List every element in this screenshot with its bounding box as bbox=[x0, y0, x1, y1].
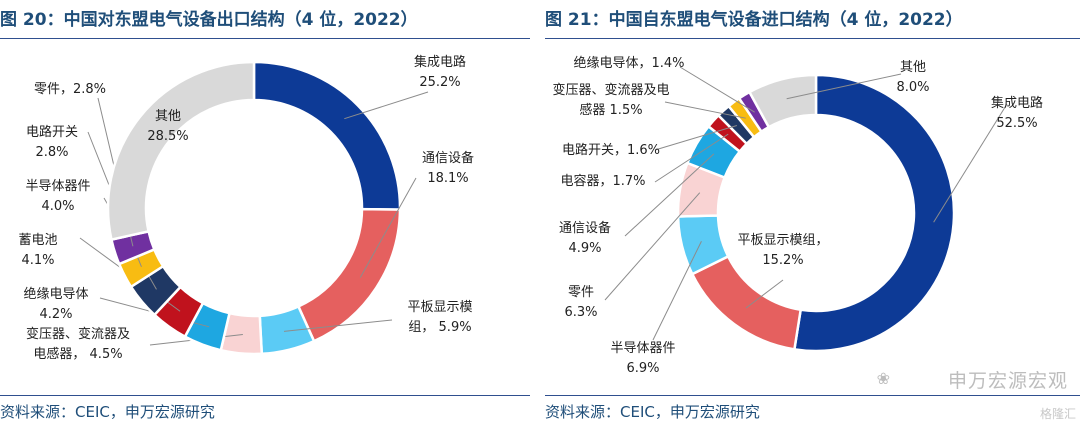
data-label-line: 半导体器件 bbox=[610, 341, 675, 356]
chart-panel-export: 图 20：中国对东盟电气设备出口结构（4 位，2022） 集成电路 25.2% 通信… bbox=[0, 0, 530, 432]
source-note: 资料来源：CEIC，申万宏源研究 bbox=[0, 403, 215, 421]
data-label-line: 28.5% bbox=[147, 129, 188, 144]
data-label-line: 绝缘电导体，1.4% bbox=[573, 55, 684, 71]
data-label-line: 其他 bbox=[900, 60, 926, 75]
source-rule bbox=[0, 395, 530, 396]
donut-chart-export: 集成电路 25.2% 通信设备 18.1% 平板显示模组， 5.9% 变压器、变流器及电感… bbox=[18, 54, 474, 362]
data-label-line: 通信设备 bbox=[559, 220, 611, 236]
data-label-line: 组， 5.9% bbox=[408, 320, 471, 335]
leader-line bbox=[786, 73, 902, 100]
data-label-line: 2.8% bbox=[35, 145, 68, 160]
data-label: 半导体器件 6.9% bbox=[610, 341, 675, 376]
data-label-line: 零件，2.8% bbox=[34, 82, 106, 97]
data-label: 平板显示模组， 15.2% bbox=[737, 233, 828, 268]
data-label-line: 变压器、变流器及 bbox=[26, 326, 130, 342]
data-label: 绝缘电导体 4.2% bbox=[23, 286, 88, 322]
data-label-line: 电感器， 4.5% bbox=[33, 346, 122, 362]
data-label: 电容器，1.7% bbox=[560, 173, 645, 189]
data-label: 其他 8.0% bbox=[896, 60, 929, 95]
data-label-line: 半导体器件 bbox=[25, 179, 90, 194]
corner-logo: 格隆汇 bbox=[1039, 407, 1076, 421]
data-label-line: 感器 1.5% bbox=[579, 102, 642, 118]
leader-line bbox=[359, 177, 417, 278]
data-label: 零件 6.3% bbox=[564, 285, 597, 320]
data-label-line: 25.2% bbox=[419, 75, 460, 90]
watermark: 申万宏源宏观 bbox=[947, 370, 1068, 392]
data-label-line: 6.3% bbox=[564, 305, 597, 320]
donut-slice bbox=[690, 254, 803, 351]
source-rule bbox=[545, 395, 1080, 396]
data-label: 电路开关，1.6% bbox=[562, 142, 660, 158]
leader-line bbox=[654, 133, 729, 183]
data-label: 变压器、变流器及电感器， 4.5% bbox=[26, 326, 130, 362]
data-label-line: 电容器，1.7% bbox=[560, 173, 645, 189]
chart-title: 图 21：中国自东盟电气设备进口结构（4 位，2022） bbox=[545, 10, 963, 30]
data-label-line: 4.0% bbox=[41, 199, 74, 214]
data-label: 变压器、变流器及电感器 1.5% bbox=[552, 82, 669, 118]
donut-slice bbox=[252, 60, 402, 211]
data-label-line: 8.0% bbox=[896, 80, 929, 95]
donut-slice bbox=[296, 207, 402, 343]
leader-line bbox=[679, 66, 755, 113]
data-label-line: 电路开关，1.6% bbox=[562, 142, 660, 158]
leader-line bbox=[604, 192, 701, 301]
data-label-line: 4.2% bbox=[39, 307, 72, 322]
data-label-line: 变压器、变流器及电 bbox=[552, 82, 669, 98]
data-label: 蓄电池 4.1% bbox=[18, 233, 57, 268]
leader-line bbox=[664, 101, 746, 119]
data-label-line: 4.1% bbox=[21, 253, 54, 268]
data-label-line: 集成电路 bbox=[991, 95, 1043, 111]
data-label-line: 52.5% bbox=[996, 116, 1037, 131]
data-label-line: 绝缘电导体 bbox=[23, 286, 88, 302]
data-label: 电路开关 2.8% bbox=[26, 124, 78, 160]
data-label-line: 15.2% bbox=[762, 253, 803, 268]
data-label-line: 零件 bbox=[568, 285, 594, 300]
donut-slice bbox=[792, 73, 956, 353]
data-label: 零件，2.8% bbox=[34, 82, 106, 97]
data-label: 集成电路 25.2% bbox=[414, 54, 466, 90]
leader-line bbox=[933, 103, 1008, 223]
title-rule bbox=[545, 38, 1080, 39]
data-label-line: 平板显示模 bbox=[407, 300, 472, 315]
data-label-line: 其他 bbox=[155, 109, 181, 124]
wechat-icon: ❀ bbox=[876, 369, 890, 388]
data-label-line: 4.9% bbox=[568, 241, 601, 256]
data-label-line: 电路开关 bbox=[26, 124, 78, 140]
donut-chart-import: 集成电路 52.5% 平板显示模组， 15.2% 半导体器件 6.9% 零件 6.3% 通信设备… bbox=[552, 55, 1043, 376]
data-label: 通信设备 18.1% bbox=[422, 150, 474, 186]
chart-panel-import: 图 21：中国自东盟电气设备进口结构（4 位，2022） 集成电路 52.5% 平板… bbox=[545, 0, 1080, 432]
leader-line bbox=[344, 91, 429, 120]
data-label-line: 平板显示模组， bbox=[737, 233, 828, 248]
data-label-line: 6.9% bbox=[626, 361, 659, 376]
data-label: 绝缘电导体，1.4% bbox=[573, 55, 684, 71]
source-note: 资料来源：CEIC，申万宏源研究 bbox=[545, 403, 760, 421]
data-label-line: 18.1% bbox=[427, 171, 468, 186]
title-rule bbox=[0, 38, 530, 39]
leader-line bbox=[624, 153, 715, 237]
chart-title: 图 20：中国对东盟电气设备出口结构（4 位，2022） bbox=[0, 10, 418, 30]
data-label-line: 通信设备 bbox=[422, 150, 474, 166]
leader-line bbox=[654, 124, 738, 151]
data-label: 半导体器件 4.0% bbox=[25, 179, 90, 214]
leader-line bbox=[283, 319, 393, 332]
data-label: 集成电路 52.5% bbox=[991, 95, 1043, 131]
leader-line bbox=[745, 279, 784, 309]
data-label: 平板显示模组， 5.9% bbox=[407, 300, 472, 335]
data-label-line: 蓄电池 bbox=[18, 233, 57, 248]
leader-line bbox=[652, 241, 702, 341]
data-label: 通信设备 4.9% bbox=[559, 220, 611, 256]
data-label-line: 集成电路 bbox=[414, 54, 466, 70]
data-label: 其他 28.5% bbox=[147, 109, 188, 144]
donut-slice bbox=[106, 60, 256, 242]
donut-slice bbox=[747, 73, 818, 129]
